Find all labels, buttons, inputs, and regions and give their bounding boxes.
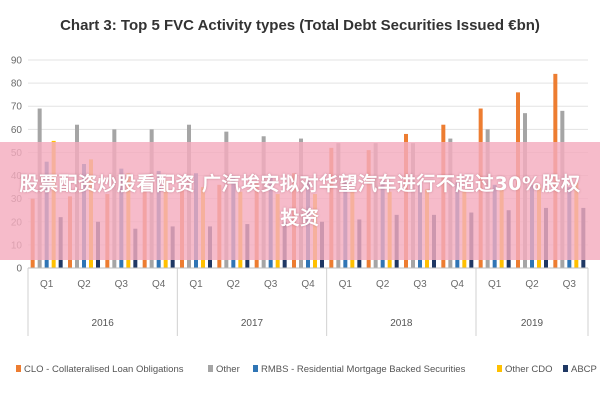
x-group-label-3: 2019 [521, 318, 544, 329]
x-tick-label-1: Q2 [77, 279, 91, 290]
x-tick-label-3: Q4 [152, 279, 166, 290]
x-tick-label-9: Q2 [376, 279, 390, 290]
y-tick-label-0: 0 [16, 264, 22, 275]
legend-swatch-4 [563, 365, 568, 372]
y-tick-label-90: 90 [11, 56, 23, 67]
legend-label-1: Other [216, 364, 240, 375]
legend-swatch-1 [208, 365, 213, 372]
x-tick-label-13: Q2 [525, 279, 539, 290]
x-tick-label-2: Q3 [115, 279, 129, 290]
x-tick-label-5: Q2 [227, 279, 241, 290]
x-tick-label-10: Q3 [413, 279, 427, 290]
x-tick-label-12: Q1 [488, 279, 502, 290]
x-tick-label-11: Q4 [451, 279, 465, 290]
legend-label-2: RMBS - Residential Mortgage Backed Secur… [261, 364, 466, 375]
x-tick-label-6: Q3 [264, 279, 278, 290]
x-tick-label-4: Q1 [189, 279, 203, 290]
x-group-label-1: 2017 [241, 318, 264, 329]
x-axis: Q1 Q2 Q3 Q4 Q1 Q2 Q3 Q4 Q1 Q2 Q3 Q4 Q1 Q2 Q3 2016 2017 20… [27, 267, 589, 336]
y-tick-label-60: 60 [11, 125, 23, 136]
legend-swatch-3 [497, 365, 502, 372]
x-group-label-2: 2018 [390, 318, 413, 329]
chart-title: Chart 3: Top 5 FVC Activity types (Total… [60, 17, 540, 34]
legend: CLO - Collateralised Loan Obligations Oth… [16, 364, 597, 375]
legend-label-3: Other CDO [505, 364, 553, 375]
legend-swatch-2 [253, 365, 258, 372]
x-tick-label-0: Q1 [40, 279, 54, 290]
legend-label-0: CLO - Collateralised Loan Obligations [24, 364, 184, 375]
overlay-banner: 股票配资炒股看配资 广汽埃安拟对华望汽车进行不超过30%股权投资 [0, 142, 600, 260]
x-tick-label-7: Q4 [301, 279, 315, 290]
legend-label-4: ABCP [571, 364, 597, 375]
y-tick-label-70: 70 [11, 102, 23, 113]
x-tick-label-8: Q1 [339, 279, 353, 290]
overlay-banner-text: 股票配资炒股看配资 广汽埃安拟对华望汽车进行不超过30%股权投资 [19, 173, 581, 229]
legend-swatch-0 [16, 365, 21, 372]
x-tick-label-14: Q3 [563, 279, 577, 290]
x-group-label-0: 2016 [92, 318, 115, 329]
y-tick-label-80: 80 [11, 79, 23, 90]
